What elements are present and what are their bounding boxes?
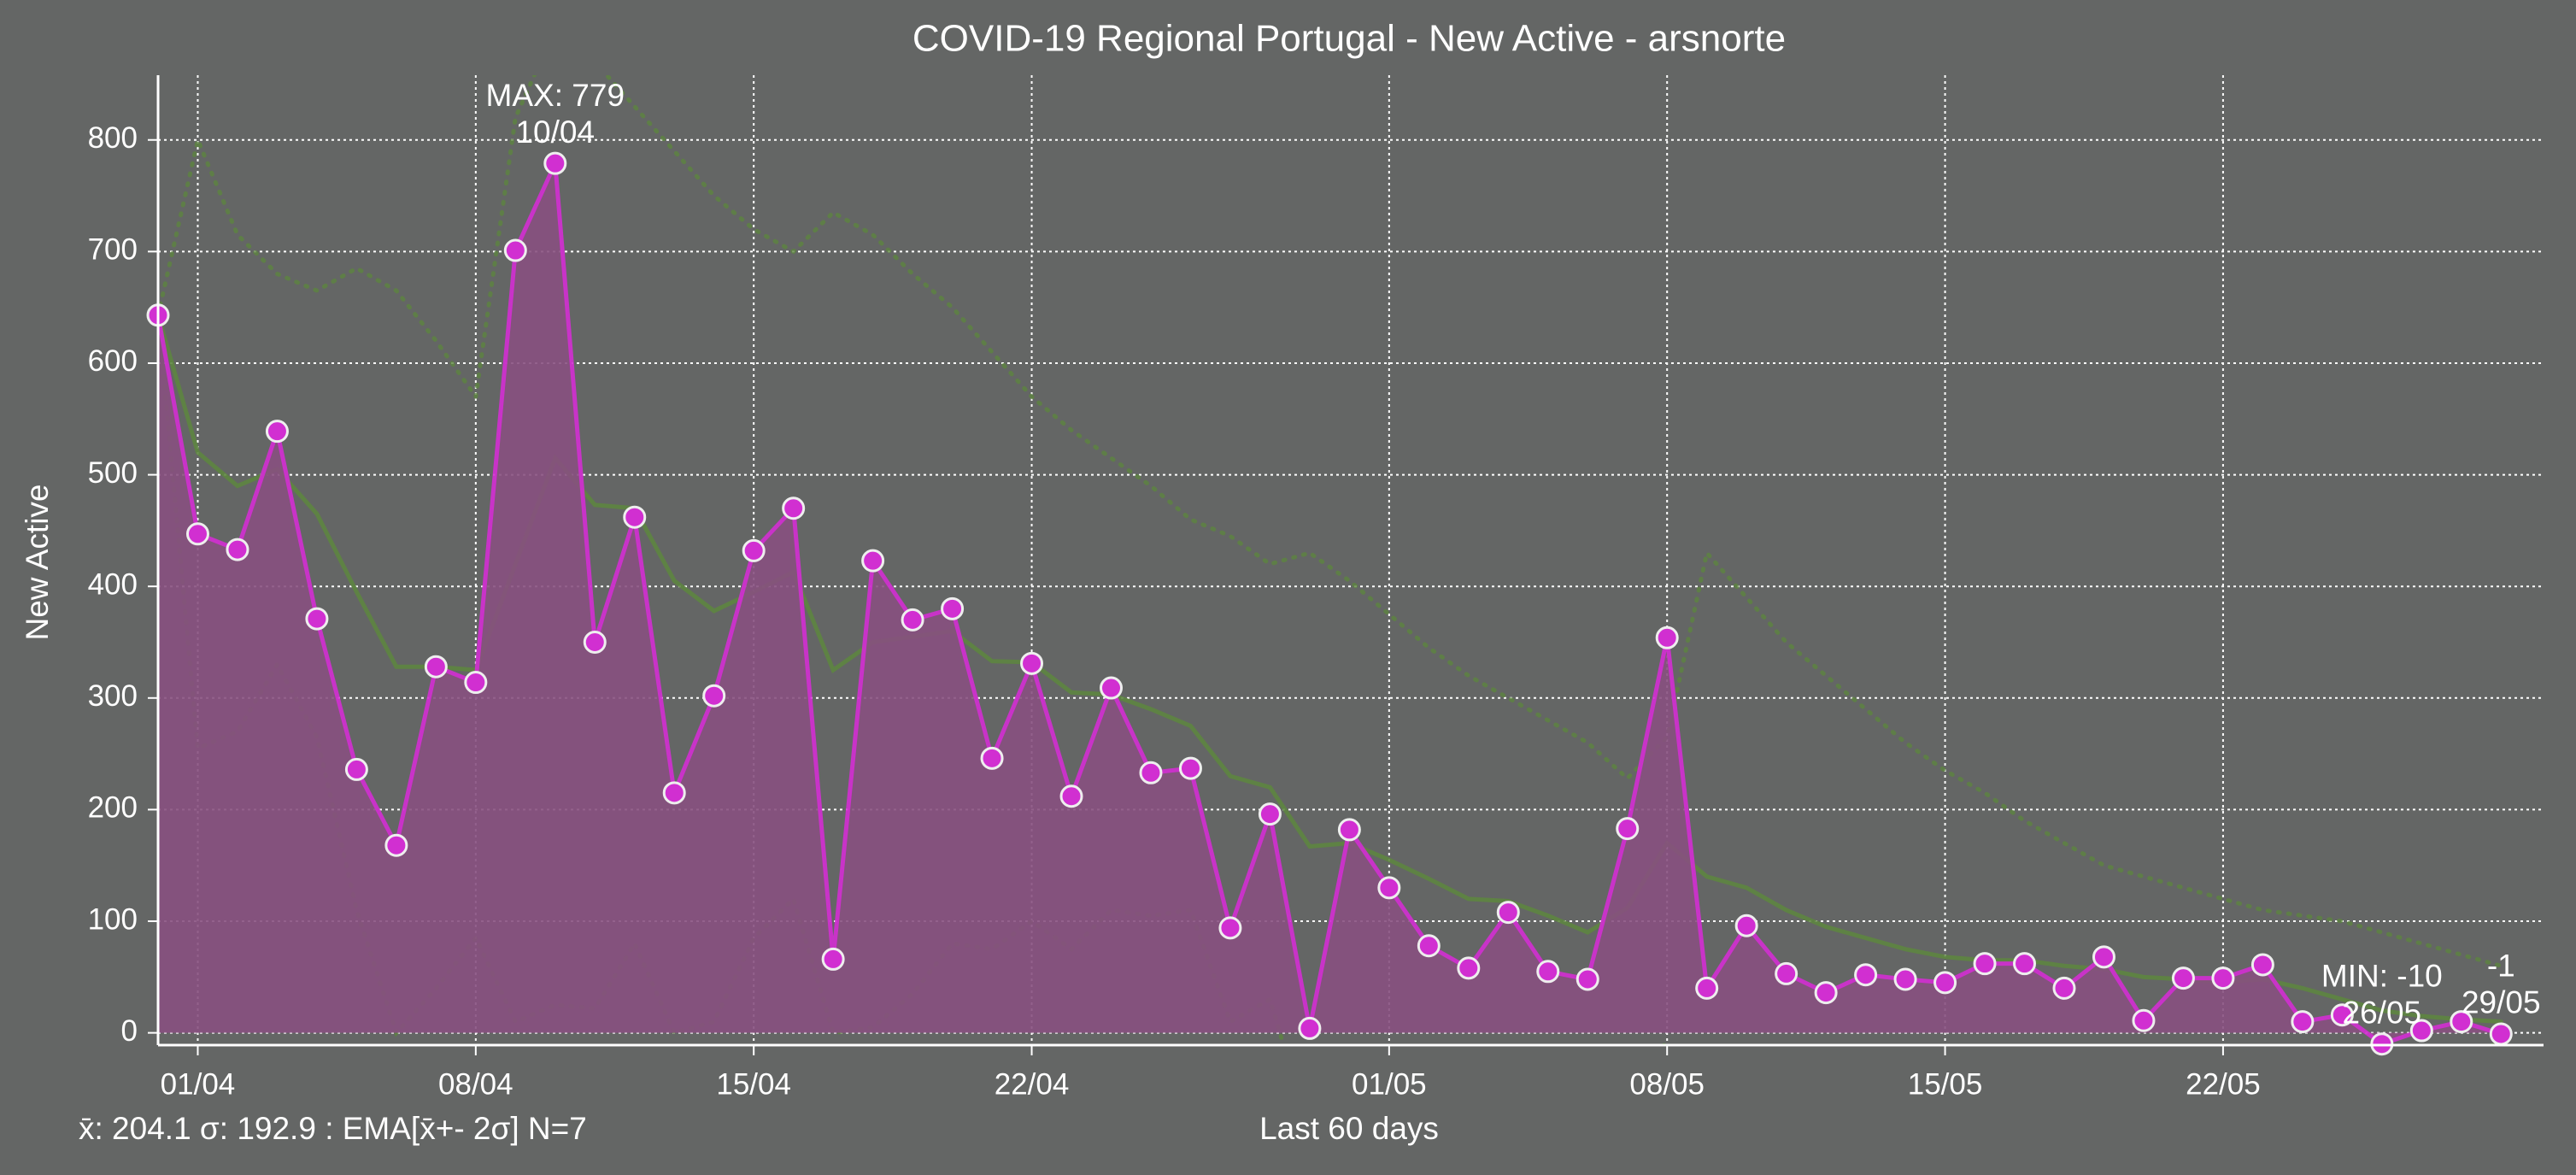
point bbox=[543, 151, 567, 175]
annotation: 26/05 bbox=[2343, 995, 2422, 1030]
point bbox=[1139, 761, 1163, 784]
point bbox=[1814, 981, 1838, 1005]
point bbox=[1854, 963, 1878, 987]
point bbox=[1973, 952, 1997, 976]
y-tick-label: 0 bbox=[121, 1014, 138, 1048]
point bbox=[941, 596, 965, 620]
point bbox=[384, 833, 408, 857]
line bbox=[158, 75, 2503, 968]
y-tick-label: 400 bbox=[88, 567, 138, 601]
point bbox=[1457, 956, 1481, 980]
point bbox=[1417, 934, 1441, 958]
point bbox=[583, 630, 607, 654]
point bbox=[2132, 1008, 2156, 1032]
plot-area bbox=[158, 75, 2503, 1045]
point bbox=[503, 238, 527, 262]
point bbox=[1496, 901, 1520, 925]
point bbox=[1218, 916, 1242, 940]
stats-text: x̄: 204.1 σ: 192.9 : EMA[x̄+- 2σ] N=7 bbox=[79, 1111, 587, 1146]
point bbox=[742, 538, 766, 562]
point bbox=[1536, 960, 1560, 984]
point bbox=[464, 671, 488, 695]
point bbox=[1099, 676, 1123, 700]
point bbox=[1893, 967, 1917, 991]
point bbox=[821, 947, 845, 971]
point bbox=[1178, 756, 1202, 780]
point bbox=[2409, 1019, 2433, 1043]
annotation: -1 bbox=[2487, 949, 2515, 984]
point bbox=[2092, 945, 2115, 969]
x-tick-label: 01/05 bbox=[1352, 1067, 1427, 1101]
point bbox=[1616, 817, 1640, 841]
point bbox=[662, 781, 686, 805]
point bbox=[2489, 1022, 2513, 1046]
point bbox=[2250, 953, 2274, 977]
point bbox=[1377, 876, 1401, 900]
x-tick-label: 22/05 bbox=[2186, 1067, 2261, 1101]
annotation: MIN: -10 bbox=[2321, 958, 2443, 993]
x-tick-label: 15/05 bbox=[1908, 1067, 1983, 1101]
point bbox=[1933, 971, 1957, 995]
point bbox=[305, 607, 329, 631]
point bbox=[1695, 976, 1719, 1000]
x-tick-label: 15/04 bbox=[716, 1067, 791, 1101]
x-tick-label: 08/04 bbox=[438, 1067, 513, 1101]
y-tick-label: 600 bbox=[88, 344, 138, 378]
point bbox=[1775, 961, 1799, 985]
annotation: 29/05 bbox=[2462, 985, 2541, 1020]
point bbox=[1337, 818, 1361, 842]
chart-title: COVID-19 Regional Portugal - New Active … bbox=[912, 18, 1786, 60]
x-tick-label: 01/04 bbox=[161, 1067, 236, 1101]
point bbox=[2211, 966, 2235, 990]
point bbox=[2052, 976, 2076, 1000]
point bbox=[265, 420, 289, 444]
y-tick-label: 800 bbox=[88, 121, 138, 155]
point bbox=[344, 757, 368, 781]
y-axis-label: New Active bbox=[20, 484, 55, 640]
point bbox=[901, 608, 924, 632]
y-tick-label: 200 bbox=[88, 791, 138, 825]
point bbox=[1298, 1016, 1322, 1040]
area bbox=[158, 163, 2502, 1044]
point bbox=[2171, 966, 2195, 990]
point bbox=[2013, 952, 2037, 976]
point bbox=[861, 549, 885, 573]
y-tick-label: 300 bbox=[88, 679, 138, 713]
point bbox=[1258, 802, 1282, 826]
point bbox=[1655, 626, 1679, 649]
point bbox=[226, 538, 249, 561]
point bbox=[424, 655, 448, 679]
x-tick-label: 08/05 bbox=[1629, 1067, 1705, 1101]
line bbox=[158, 155, 2503, 1045]
annotation: 10/04 bbox=[515, 115, 595, 150]
point bbox=[185, 522, 209, 546]
annotation: MAX: 779 bbox=[486, 78, 625, 113]
point bbox=[2330, 1003, 2354, 1027]
point bbox=[2291, 1010, 2315, 1034]
point bbox=[782, 496, 806, 520]
point bbox=[1059, 784, 1083, 808]
y-tick-label: 100 bbox=[88, 902, 138, 936]
y-tick-label: 700 bbox=[88, 233, 138, 267]
point bbox=[1734, 914, 1758, 937]
point bbox=[623, 505, 647, 529]
point bbox=[702, 684, 726, 708]
point bbox=[2450, 1010, 2473, 1034]
point bbox=[1576, 967, 1599, 991]
x-axis-label: Last 60 days bbox=[1259, 1111, 1439, 1146]
x-tick-label: 22/04 bbox=[995, 1067, 1070, 1101]
point bbox=[980, 746, 1004, 770]
point bbox=[1020, 651, 1044, 675]
y-tick-label: 500 bbox=[88, 456, 138, 490]
